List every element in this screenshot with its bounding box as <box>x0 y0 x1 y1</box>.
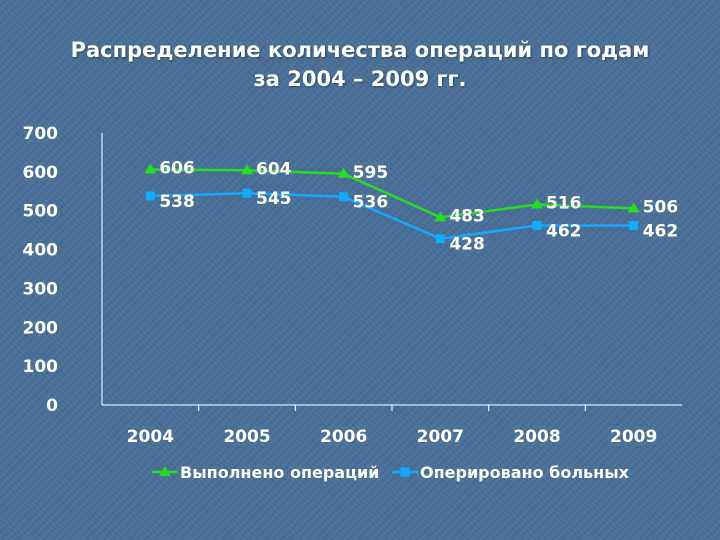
x-tick-label: 2007 <box>417 427 464 447</box>
data-point <box>339 192 349 202</box>
data-label: 545 <box>256 189 292 209</box>
x-tick-label: 2004 <box>127 427 174 447</box>
data-label: 595 <box>353 163 389 183</box>
data-point <box>145 191 155 201</box>
data-label: 606 <box>159 159 195 179</box>
y-tick-label: 400 <box>23 241 59 261</box>
x-tick-label: 2006 <box>320 427 367 447</box>
data-label: 428 <box>449 235 485 255</box>
chart-title-line-2: за 2004 – 2009 гг. <box>253 67 467 91</box>
series-line <box>150 168 634 219</box>
data-point <box>241 164 253 175</box>
data-label: 538 <box>159 192 195 212</box>
x-tick-label: 2008 <box>513 427 560 447</box>
data-point <box>629 220 639 230</box>
y-tick-label: 600 <box>23 163 59 183</box>
x-tick-label: 2009 <box>610 427 657 447</box>
x-tick-label: 2005 <box>223 427 270 447</box>
y-tick-label: 0 <box>46 396 58 416</box>
data-point <box>627 202 640 213</box>
y-tick-label: 700 <box>23 124 59 144</box>
data-label: 483 <box>449 206 485 226</box>
data-label: 506 <box>643 197 679 217</box>
y-tick-label: 100 <box>23 357 59 377</box>
data-label: 604 <box>256 159 292 179</box>
legend-marker <box>159 466 171 476</box>
y-tick-label: 500 <box>23 202 59 222</box>
chart-title: Распределение количества операций по год… <box>0 36 720 94</box>
data-label: 536 <box>353 193 389 213</box>
legend-marker <box>400 467 410 477</box>
y-tick-label: 200 <box>23 318 59 338</box>
legend-label: Выполнено операций <box>180 463 379 482</box>
data-label: 462 <box>643 221 679 241</box>
data-point <box>337 167 350 178</box>
data-point <box>531 198 543 209</box>
data-point <box>435 234 445 244</box>
data-point <box>532 220 542 230</box>
y-tick-label: 300 <box>23 279 59 299</box>
data-point <box>434 211 447 222</box>
legend-label: Оперировано больных <box>420 463 630 482</box>
chart-title-line-1: Распределение количества операций по год… <box>70 38 650 62</box>
data-point <box>144 163 157 174</box>
series-line <box>150 191 634 240</box>
data-label: 462 <box>546 221 582 241</box>
data-point <box>242 188 252 198</box>
data-label: 516 <box>546 193 582 213</box>
